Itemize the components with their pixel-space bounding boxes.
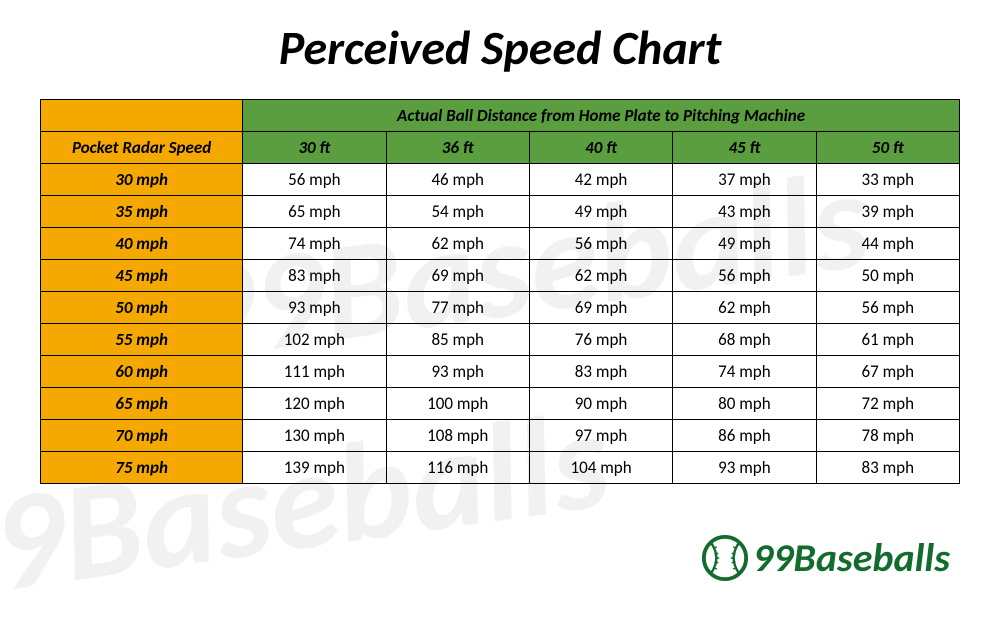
- speed-chart-table: Actual Ball Distance from Home Plate to …: [40, 99, 960, 484]
- cell: 50 mph: [816, 260, 959, 292]
- cell: 56 mph: [529, 228, 672, 260]
- table-row: 35 mph65 mph54 mph49 mph43 mph39 mph: [41, 196, 960, 228]
- cell: 104 mph: [529, 452, 672, 484]
- cell: 62 mph: [386, 228, 529, 260]
- table-row: 60 mph111 mph93 mph83 mph74 mph67 mph: [41, 356, 960, 388]
- table-row: 55 mph102 mph85 mph76 mph68 mph61 mph: [41, 324, 960, 356]
- cell: 86 mph: [673, 420, 816, 452]
- col-header: 30 ft: [243, 132, 386, 164]
- cell: 100 mph: [386, 388, 529, 420]
- cell: 62 mph: [673, 292, 816, 324]
- cell: 108 mph: [386, 420, 529, 452]
- cell: 77 mph: [386, 292, 529, 324]
- brand-logo: 99Baseballs: [701, 533, 950, 582]
- cell: 78 mph: [816, 420, 959, 452]
- baseball-icon: [701, 534, 749, 582]
- cell: 42 mph: [529, 164, 672, 196]
- cell: 93 mph: [673, 452, 816, 484]
- table-row: 50 mph93 mph77 mph69 mph62 mph56 mph: [41, 292, 960, 324]
- cell: 74 mph: [243, 228, 386, 260]
- col-header: 40 ft: [529, 132, 672, 164]
- table-row: Actual Ball Distance from Home Plate to …: [41, 100, 960, 132]
- cell: 83 mph: [816, 452, 959, 484]
- cell: 116 mph: [386, 452, 529, 484]
- row-label: 30 mph: [41, 164, 243, 196]
- cell: 74 mph: [673, 356, 816, 388]
- cell: 54 mph: [386, 196, 529, 228]
- cell: 76 mph: [529, 324, 672, 356]
- row-label: 70 mph: [41, 420, 243, 452]
- row-label: 65 mph: [41, 388, 243, 420]
- table-row: 75 mph139 mph116 mph104 mph93 mph83 mph: [41, 452, 960, 484]
- main-content: Perceived Speed Chart Actual Ball Distan…: [0, 0, 1000, 484]
- brand-text: 99Baseballs: [753, 533, 950, 582]
- cell: 97 mph: [529, 420, 672, 452]
- cell: 130 mph: [243, 420, 386, 452]
- row-label: 35 mph: [41, 196, 243, 228]
- cell: 68 mph: [673, 324, 816, 356]
- col-header: 45 ft: [673, 132, 816, 164]
- cell: 62 mph: [529, 260, 672, 292]
- cell: 93 mph: [243, 292, 386, 324]
- row-label: 40 mph: [41, 228, 243, 260]
- cell: 69 mph: [386, 260, 529, 292]
- cell: 56 mph: [243, 164, 386, 196]
- cell: 139 mph: [243, 452, 386, 484]
- table-row: 30 mph56 mph46 mph42 mph37 mph33 mph: [41, 164, 960, 196]
- cell: 61 mph: [816, 324, 959, 356]
- cell: 111 mph: [243, 356, 386, 388]
- cell: 93 mph: [386, 356, 529, 388]
- row-header: Pocket Radar Speed: [41, 132, 243, 164]
- cell: 83 mph: [529, 356, 672, 388]
- row-label: 50 mph: [41, 292, 243, 324]
- row-label: 75 mph: [41, 452, 243, 484]
- cell: 44 mph: [816, 228, 959, 260]
- table-row: 40 mph74 mph62 mph56 mph49 mph44 mph: [41, 228, 960, 260]
- cell: 67 mph: [816, 356, 959, 388]
- corner-cell: [41, 100, 243, 132]
- cell: 72 mph: [816, 388, 959, 420]
- cell: 56 mph: [673, 260, 816, 292]
- top-header: Actual Ball Distance from Home Plate to …: [243, 100, 960, 132]
- cell: 85 mph: [386, 324, 529, 356]
- cell: 39 mph: [816, 196, 959, 228]
- cell: 90 mph: [529, 388, 672, 420]
- cell: 37 mph: [673, 164, 816, 196]
- cell: 80 mph: [673, 388, 816, 420]
- cell: 49 mph: [673, 228, 816, 260]
- page-title: Perceived Speed Chart: [40, 18, 960, 77]
- cell: 83 mph: [243, 260, 386, 292]
- row-label: 55 mph: [41, 324, 243, 356]
- cell: 49 mph: [529, 196, 672, 228]
- table-row: Pocket Radar Speed 30 ft 36 ft 40 ft 45 …: [41, 132, 960, 164]
- row-label: 60 mph: [41, 356, 243, 388]
- cell: 65 mph: [243, 196, 386, 228]
- cell: 120 mph: [243, 388, 386, 420]
- cell: 43 mph: [673, 196, 816, 228]
- col-header: 50 ft: [816, 132, 959, 164]
- cell: 102 mph: [243, 324, 386, 356]
- col-header: 36 ft: [386, 132, 529, 164]
- cell: 56 mph: [816, 292, 959, 324]
- cell: 33 mph: [816, 164, 959, 196]
- cell: 69 mph: [529, 292, 672, 324]
- table-row: 45 mph83 mph69 mph62 mph56 mph50 mph: [41, 260, 960, 292]
- table-row: 65 mph120 mph100 mph90 mph80 mph72 mph: [41, 388, 960, 420]
- cell: 46 mph: [386, 164, 529, 196]
- row-label: 45 mph: [41, 260, 243, 292]
- table-row: 70 mph130 mph108 mph97 mph86 mph78 mph: [41, 420, 960, 452]
